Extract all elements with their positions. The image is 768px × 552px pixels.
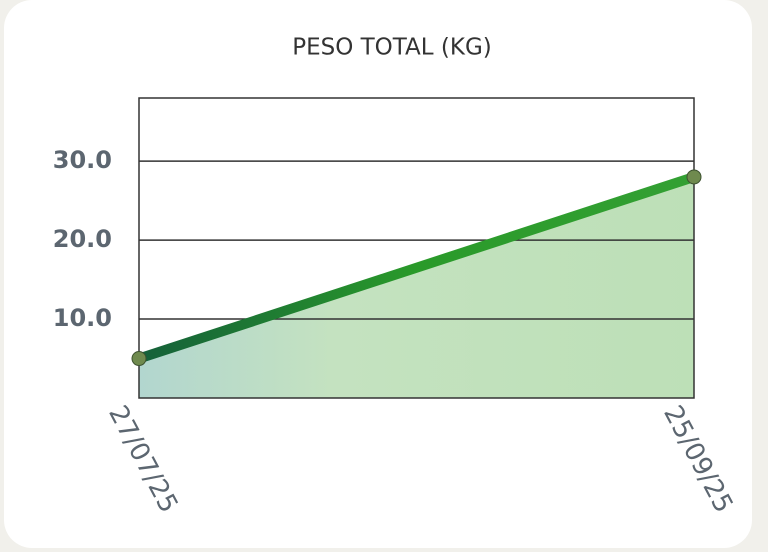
line [137, 172, 696, 364]
plot-frame [138, 97, 695, 399]
x-tick-label: 25/09/25 [657, 401, 738, 518]
point [131, 351, 147, 367]
area [139, 176, 694, 398]
x-tick-label: 27/07/25 [102, 401, 183, 518]
point [686, 169, 702, 185]
y-tick-label: 10.0 [53, 304, 112, 332]
y-tick-label: 30.0 [53, 146, 112, 174]
chart-title: PESO TOTAL (KG) [292, 35, 492, 61]
y-tick-label: 20.0 [53, 225, 112, 253]
